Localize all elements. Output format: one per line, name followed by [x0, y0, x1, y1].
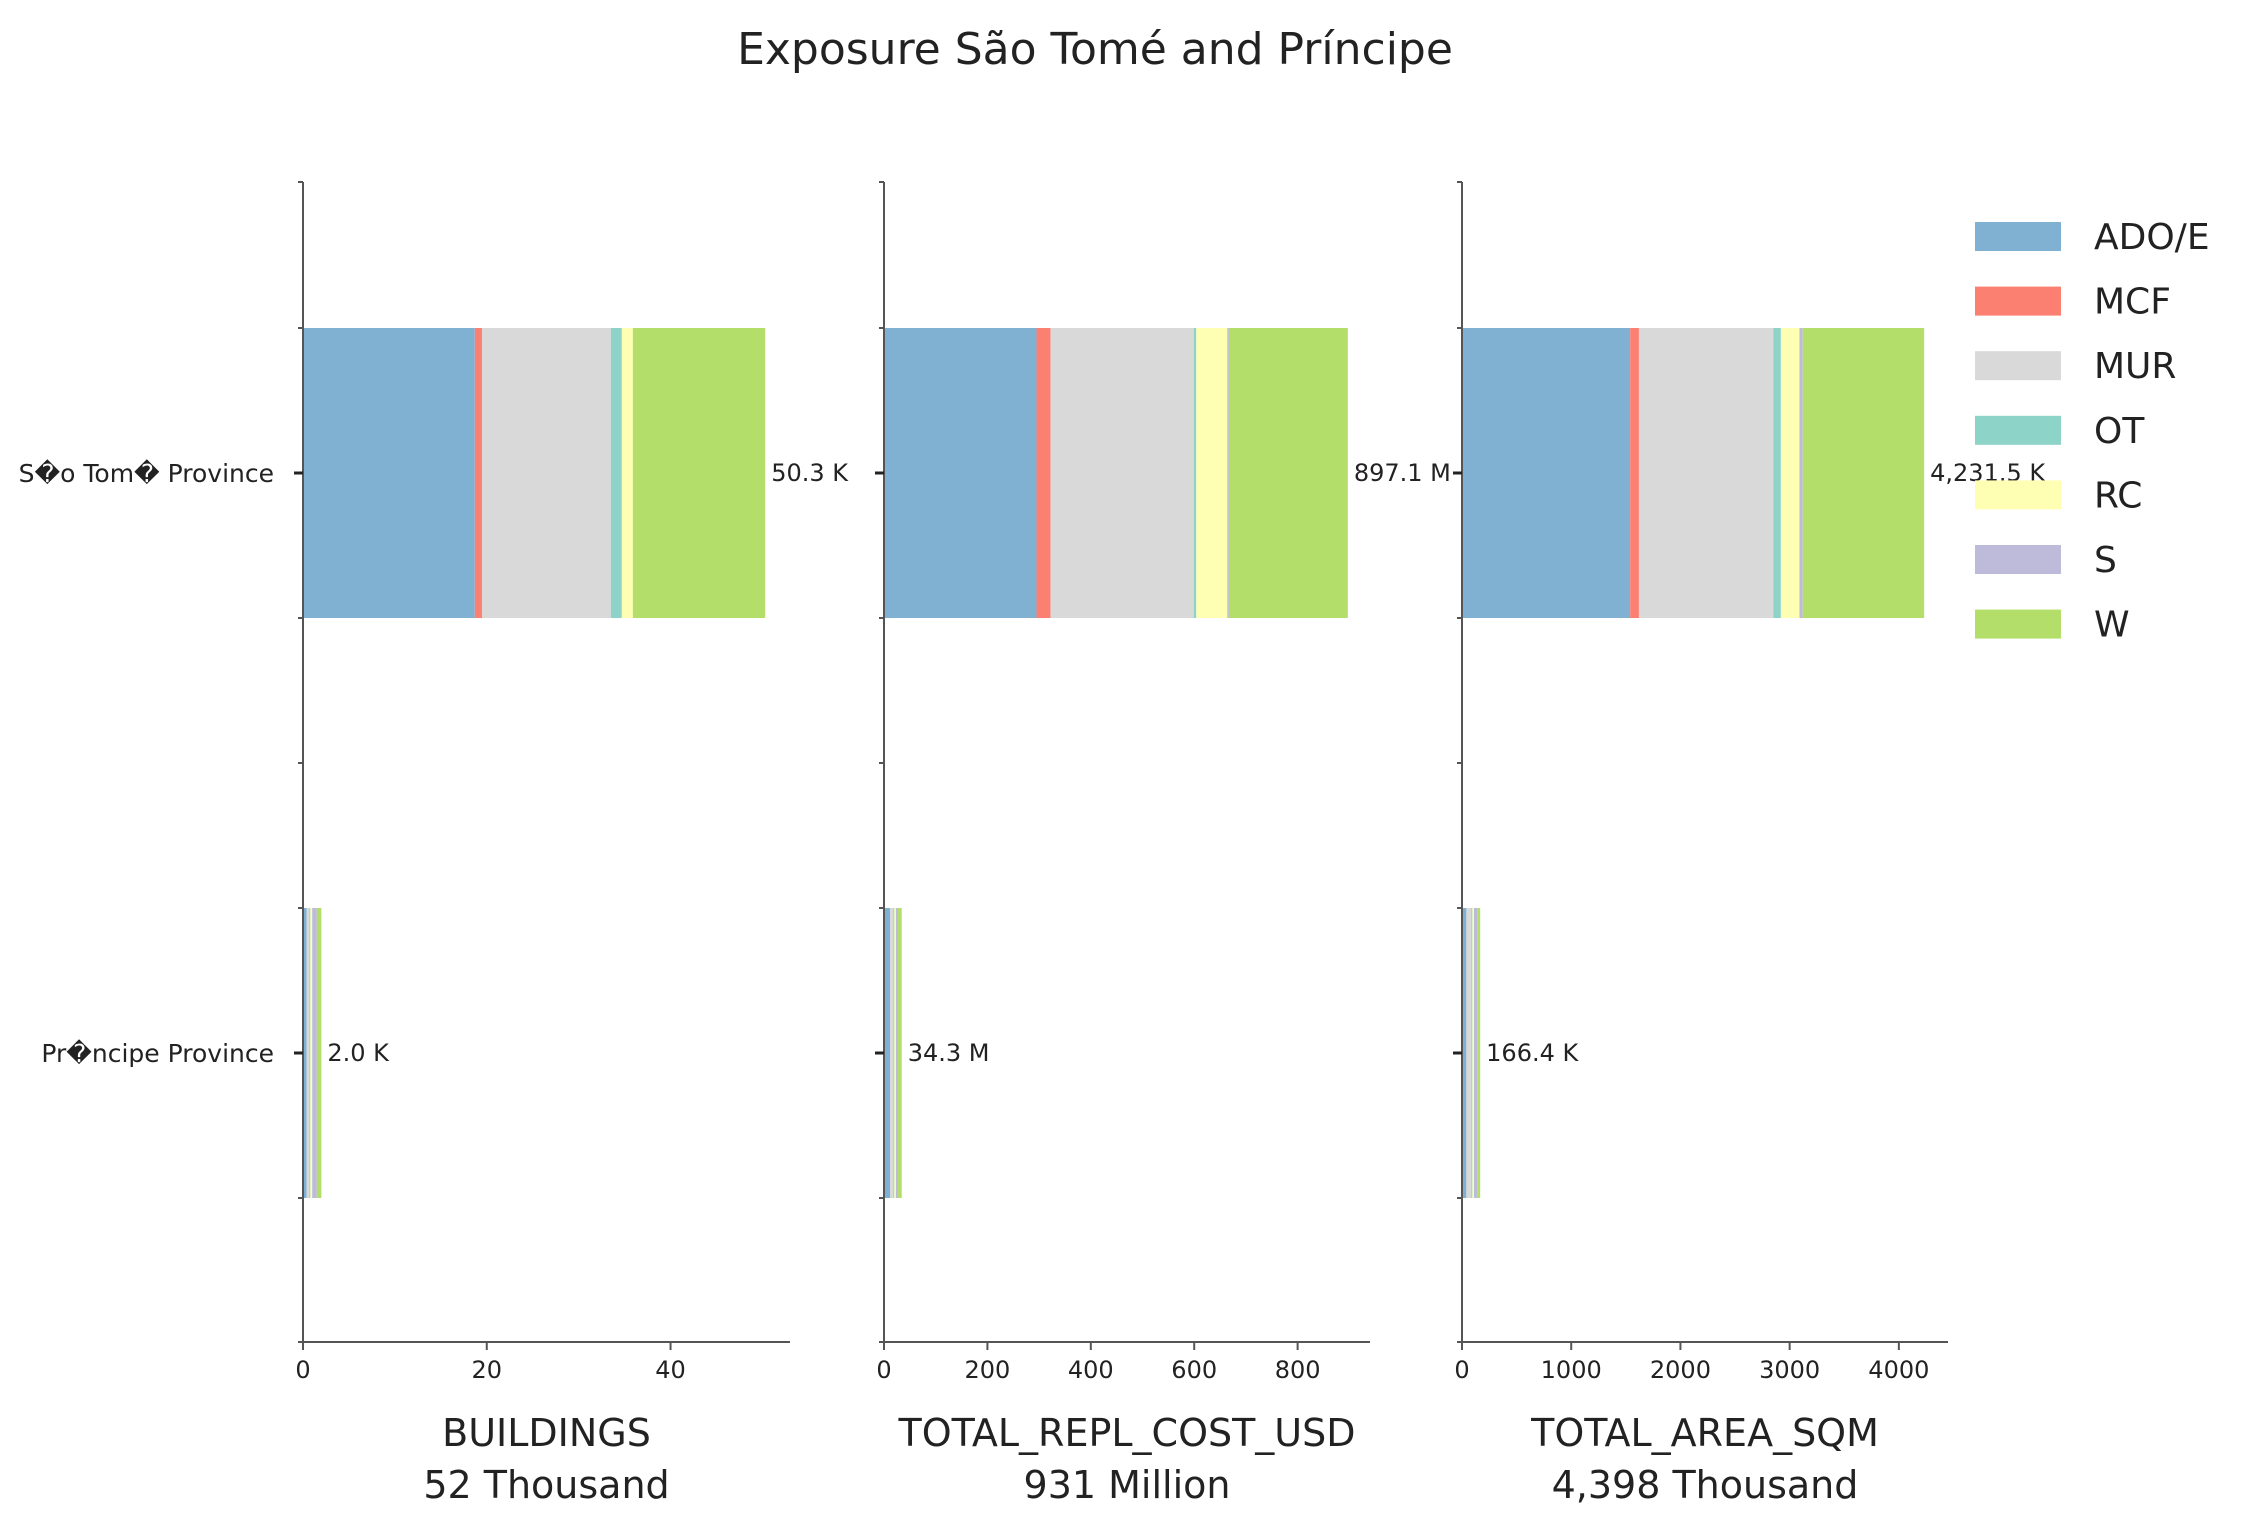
bar-segment-s-cat2: [895, 908, 898, 1198]
bar-segment-mur-cat1: [1638, 328, 1774, 618]
legend-entry-label: RC: [2094, 475, 2142, 516]
legend: ADO/E MCF MUR OT RC SW: [1975, 217, 2210, 646]
bar-segment-mcf-cat1: [1630, 328, 1639, 618]
legend-entry-label: ADO/E: [2094, 217, 2210, 258]
bar-segment-rc-cat2: [310, 908, 313, 1198]
bar-segment-adoe-cat2: [303, 908, 307, 1198]
total-data-label: 166.4 K: [1486, 1039, 1579, 1067]
x-tick-label: 0: [876, 1356, 891, 1384]
x-tick-label: 200: [964, 1356, 1010, 1384]
bar-segment-rc-cat1: [1780, 328, 1800, 618]
bar-segment-rc-cat2: [1472, 908, 1475, 1198]
bar-segment-w-cat2: [897, 908, 902, 1198]
x-axis-total-label: 931 Million: [1024, 1463, 1231, 1507]
x-axis-label: TOTAL_AREA_SQM: [1530, 1411, 1879, 1455]
bar-segment-mur-cat2: [890, 908, 894, 1198]
bar-segment-ot-cat1: [1193, 328, 1197, 618]
bar-segment-mur-cat2: [1466, 908, 1472, 1198]
x-tick-label: 0: [295, 1356, 310, 1384]
legend-swatch-w: [1975, 609, 2061, 639]
legend-swatch-rc: [1975, 480, 2061, 510]
legend-swatch-ot: [1975, 415, 2061, 445]
bar-segment-w-cat2: [1477, 908, 1481, 1198]
bar-segment-ot-cat2: [309, 908, 311, 1198]
x-axis-total-label: 4,398 Thousand: [1552, 1463, 1859, 1507]
chart-title: Exposure São Tomé and Príncipe: [737, 24, 1453, 75]
legend-swatch-mcf: [1975, 286, 2061, 316]
x-tick-label: 600: [1171, 1356, 1217, 1384]
bar-segment-w-cat2: [316, 908, 322, 1198]
x-tick-label: 1000: [1541, 1356, 1602, 1384]
x-axis-total-label: 52 Thousand: [423, 1463, 669, 1507]
x-axis-label: TOTAL_REPL_COST_USD: [897, 1411, 1355, 1455]
x-tick-label: 40: [655, 1356, 686, 1384]
category-label: Pr�ncipe Province: [41, 1039, 274, 1068]
legend-entry-label: S: [2094, 540, 2117, 581]
category-label: S�o Tom� Province: [19, 459, 274, 488]
bar-segment-mcf-cat1: [1036, 328, 1051, 618]
total-data-label: 34.3 M: [908, 1039, 990, 1067]
bar-segment-mur-cat1: [1050, 328, 1194, 618]
total-data-label: 2.0 K: [327, 1039, 390, 1067]
bar-segment-ot-cat2: [893, 908, 895, 1198]
bar-segment-s-cat1: [1799, 328, 1803, 618]
bar-segment-w-cat1: [632, 328, 766, 618]
bar-segment-mur-cat2: [306, 908, 310, 1198]
legend-entry-label: OT: [2094, 411, 2145, 452]
legend-entry-label: MUR: [2094, 346, 2176, 387]
bar-segment-mur-cat1: [482, 328, 611, 618]
x-tick-label: 800: [1275, 1356, 1321, 1384]
bar-segment-rc-cat1: [1196, 328, 1228, 618]
x-tick-label: 20: [471, 1356, 502, 1384]
bar-segment-ot-cat1: [610, 328, 622, 618]
bar-segment-s-cat2: [1474, 908, 1478, 1198]
bar-segment-w-cat1: [1228, 328, 1348, 618]
panel-2: 897.1 M 34.3 M 0 200 400 600 800 TOTAL_REPL_COS…: [875, 181, 1451, 1507]
bar-segment-mcf-cat1: [474, 328, 483, 618]
bar-segment-adoe-cat2: [1462, 908, 1467, 1198]
x-tick-label: 4000: [1868, 1356, 1929, 1384]
bar-segment-s-cat2: [312, 908, 317, 1198]
category-labels: S�o Tom� Province Pr�ncipe Province: [19, 459, 274, 1068]
x-tick-label: 0: [1454, 1356, 1469, 1384]
legend-entry-label: W: [2094, 605, 2130, 646]
bar-segment-s-cat1: [1227, 328, 1229, 618]
x-tick-label: 2000: [1650, 1356, 1711, 1384]
bar-segment-ot-cat1: [1773, 328, 1781, 618]
bar-segment-ot-cat2: [1471, 908, 1473, 1198]
legend-swatch-s: [1975, 545, 2061, 574]
legend-entry-label: MCF: [2094, 282, 2171, 323]
x-tick-label: 400: [1068, 1356, 1114, 1384]
bar-segment-rc-cat2: [894, 908, 896, 1198]
legend-swatch-adoe: [1975, 222, 2061, 251]
total-data-label: 897.1 M: [1354, 459, 1451, 487]
bar-segment-adoe-cat2: [884, 908, 891, 1198]
x-axis-label: BUILDINGS: [442, 1411, 651, 1455]
bar-segment-w-cat1: [1802, 328, 1925, 618]
bar-segment-adoe-cat1: [1462, 328, 1631, 618]
total-data-label: 50.3 K: [771, 459, 849, 487]
x-tick-label: 3000: [1759, 1356, 1820, 1384]
legend-swatch-mur: [1975, 351, 2061, 381]
bar-segment-adoe-cat1: [884, 328, 1037, 618]
bar-segment-adoe-cat1: [303, 328, 475, 618]
bar-segment-rc-cat1: [621, 328, 633, 618]
